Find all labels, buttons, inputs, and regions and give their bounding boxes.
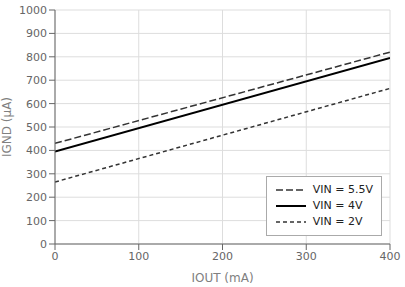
- svg-text:200: 200: [26, 191, 47, 204]
- svg-text:IOUT (mA): IOUT (mA): [191, 271, 253, 285]
- svg-text:200: 200: [212, 250, 233, 263]
- svg-text:900: 900: [26, 27, 47, 40]
- svg-text:IGND (μA): IGND (μA): [8, 97, 14, 157]
- svg-text:700: 700: [26, 74, 47, 87]
- svg-text:600: 600: [26, 98, 47, 111]
- svg-text:400: 400: [26, 144, 47, 157]
- svg-text:100: 100: [128, 250, 149, 263]
- html-text:VIN = 2V: VIN = 2V: [312, 215, 363, 228]
- html-text:VIN = 5.5V: VIN = 5.5V: [312, 183, 373, 196]
- svg-text:0: 0: [52, 250, 59, 263]
- svg-text:400: 400: [380, 250, 398, 263]
- svg-text:300: 300: [296, 250, 317, 263]
- svg-text:1000: 1000: [19, 4, 47, 17]
- svg-text:500: 500: [26, 121, 47, 134]
- svg-text:300: 300: [26, 168, 47, 181]
- svg-text:800: 800: [26, 51, 47, 64]
- svg-text:100: 100: [26, 215, 47, 228]
- html-text:VIN = 4V: VIN = 4V: [312, 199, 363, 212]
- svg-text:0: 0: [40, 238, 47, 251]
